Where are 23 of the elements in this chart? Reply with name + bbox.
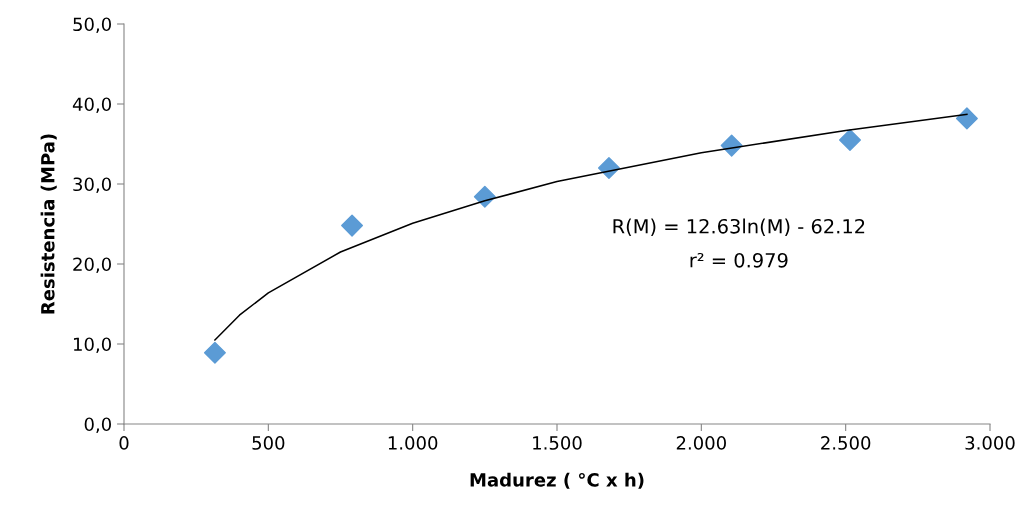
x-tick-label: 2.000 — [676, 436, 726, 450]
point — [473, 185, 496, 208]
y-tick-label: 20,0 — [73, 257, 111, 273]
y-tick-label: 0,0 — [84, 417, 111, 433]
x-tick-label: 0 — [119, 436, 129, 450]
x-tick-label: 3.000 — [965, 436, 1015, 450]
point — [597, 157, 620, 179]
x-tick-label: 1.500 — [533, 436, 582, 450]
point — [955, 107, 978, 130]
y-tick-label: 50,0 — [73, 17, 111, 33]
y-tick-label: 40,0 — [72, 97, 111, 113]
y-axis-title: Resistencia (MPa) — [40, 134, 57, 314]
x-tick-label: 2.500 — [821, 436, 871, 450]
point — [203, 341, 226, 364]
x-tick-label: 1.000 — [388, 436, 438, 450]
annotation: R(M) = 12.63ln(M) - 62.12 — [613, 218, 865, 236]
y-tick-label: 30,0 — [73, 177, 111, 193]
point — [341, 214, 364, 237]
x-axis-title: Madurez ( °C x h) — [470, 472, 644, 489]
annotation: r² = 0.979 — [690, 252, 788, 268]
x-tick-label: 500 — [252, 436, 285, 450]
point — [839, 129, 861, 151]
y-tick-label: 10,0 — [73, 337, 111, 353]
